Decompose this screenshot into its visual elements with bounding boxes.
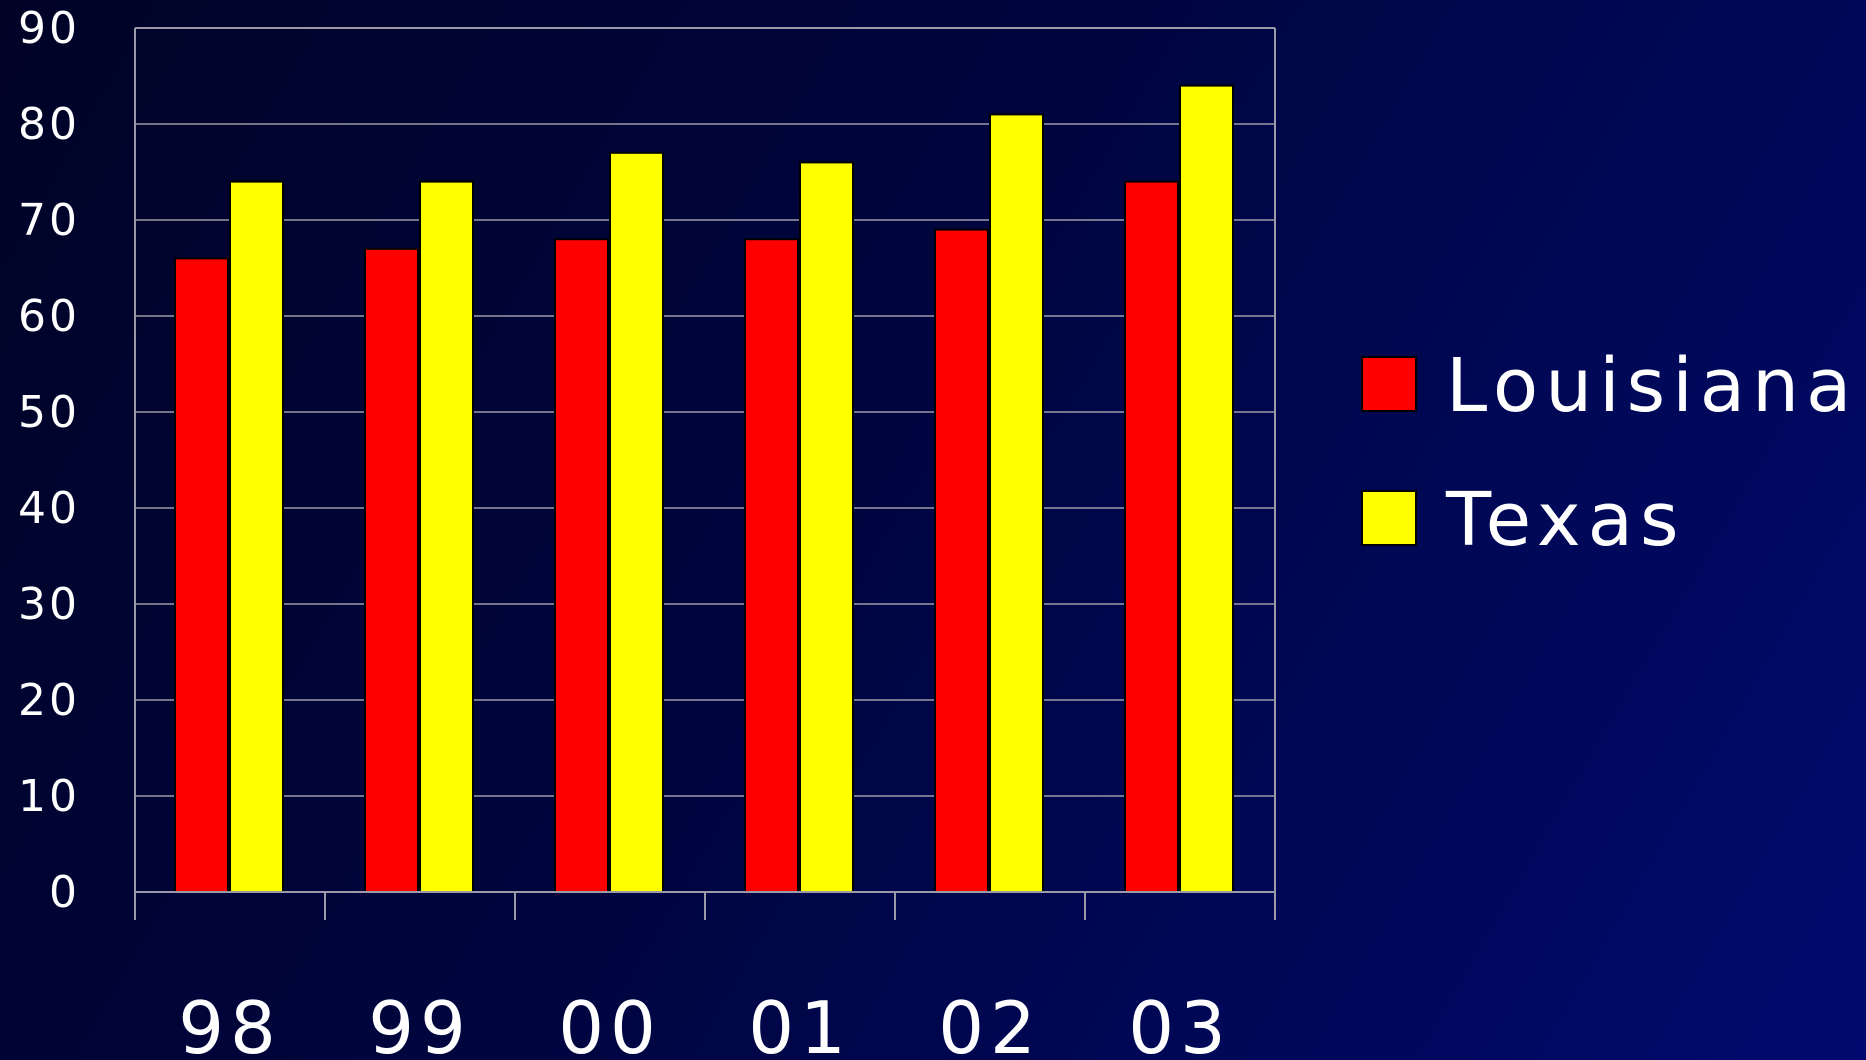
x-axis-tick-labels: 98 99 00 01 02 03	[178, 986, 1232, 1060]
legend: Louisiana Texas	[1361, 343, 1858, 563]
x-tick-label: 02	[938, 986, 1042, 1060]
bar-louisiana-03	[1124, 180, 1179, 894]
grid-lines	[135, 27, 1275, 797]
y-tick-label: 50	[18, 387, 80, 438]
legend-label-louisiana: Louisiana	[1446, 343, 1858, 429]
bar-louisiana-98	[174, 257, 229, 893]
y-axis-tick-labels: 0 10 20 30 40 50 60 70 80 90	[18, 3, 80, 918]
x-tick-label: 01	[748, 986, 852, 1060]
x-tick-label: 98	[178, 986, 282, 1060]
bar-louisiana-01	[744, 238, 799, 893]
y-tick-label: 70	[18, 195, 80, 246]
y-tick-label: 20	[18, 675, 80, 726]
bar-texas-01	[799, 161, 854, 893]
bars	[174, 84, 1234, 894]
bar-texas-99	[419, 180, 474, 894]
y-tick-label: 0	[49, 867, 80, 918]
y-tick-label: 10	[18, 771, 80, 822]
y-tick-label: 60	[18, 291, 80, 342]
axes	[134, 27, 1276, 920]
y-tick-label: 80	[18, 99, 80, 150]
x-tick-label: 00	[558, 986, 662, 1060]
y-tick-label: 30	[18, 579, 80, 630]
bar-louisiana-02	[934, 228, 989, 894]
y-tick-label: 40	[18, 483, 80, 534]
bar-louisiana-00	[554, 238, 609, 893]
legend-label-texas: Texas	[1445, 477, 1686, 563]
bar-texas-02	[989, 113, 1044, 893]
legend-swatch-texas	[1361, 490, 1417, 546]
bar-texas-03	[1179, 84, 1234, 894]
bar-texas-98	[229, 180, 284, 894]
legend-swatch-louisiana	[1361, 356, 1417, 412]
bar-louisiana-99	[364, 247, 419, 894]
y-tick-label: 90	[18, 3, 80, 54]
x-tick-label: 03	[1128, 986, 1232, 1060]
bar-texas-00	[609, 151, 664, 894]
x-tick-label: 99	[368, 986, 472, 1060]
